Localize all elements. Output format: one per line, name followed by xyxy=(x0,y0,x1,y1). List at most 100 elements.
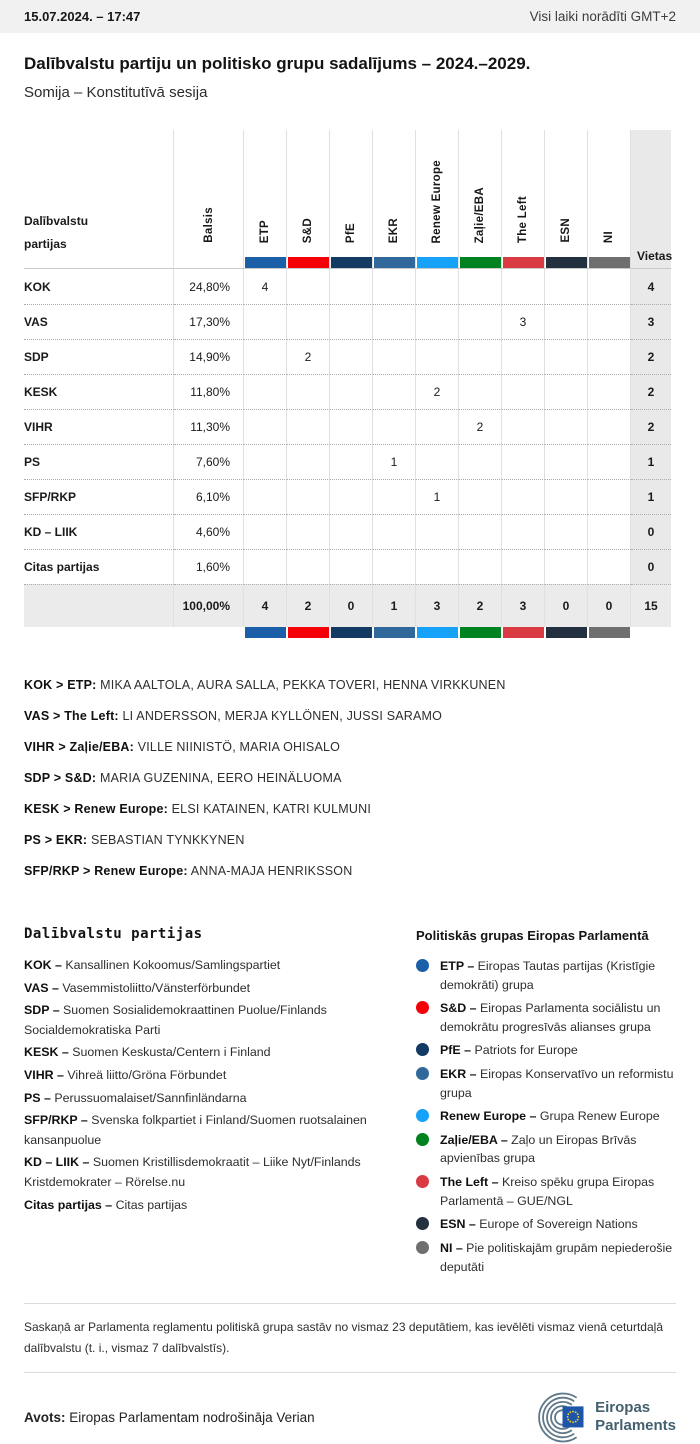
mep-line: VIHR > Zaļie/EBA: VILLE NIINISTÖ, MARIA … xyxy=(24,740,341,754)
seat-count: 1 xyxy=(416,479,459,514)
group-color-dot xyxy=(416,1175,429,1189)
column-header-balsis: Balsis xyxy=(174,130,244,269)
party-legend-heading: Dalībvalstu partijas xyxy=(24,926,203,942)
source-label: Avots: xyxy=(24,1409,66,1425)
seat-count xyxy=(330,409,373,444)
seat-count xyxy=(287,514,330,549)
row-total-seats: 4 xyxy=(631,269,671,304)
column-header-the-left: The Left xyxy=(502,130,545,269)
seat-count xyxy=(459,374,502,409)
seat-count: 3 xyxy=(502,304,545,339)
party-legend-item: KESK – Suomen Keskusta/Centern i Finland xyxy=(24,1045,271,1060)
votes-percent: 6,10% xyxy=(174,479,244,514)
seat-count xyxy=(416,304,459,339)
mep-line: KESK > Renew Europe: ELSI KATAINEN, KATR… xyxy=(24,802,372,816)
bottom-color-bar xyxy=(373,627,416,638)
party-name: SFP/RKP xyxy=(24,479,174,514)
column-header-etp: ETP xyxy=(244,130,287,269)
bottom-color-bar xyxy=(588,627,631,638)
group-color-bar xyxy=(589,627,630,638)
party-legend-item: SFP/RKP – Svenska folkpartiet i Finland/… xyxy=(24,1113,367,1147)
seat-count xyxy=(287,444,330,479)
seat-count xyxy=(459,304,502,339)
mep-line: VAS > The Left: LI ANDERSSON, MERJA KYLL… xyxy=(24,709,443,723)
footnote: Saskaņā ar Parlamenta reglamentu politis… xyxy=(24,1303,676,1373)
seat-count xyxy=(502,444,545,479)
group-color-dot xyxy=(416,1067,429,1081)
votes-percent: 14,90% xyxy=(174,339,244,374)
group-legend-item: NI – Pie politiskajām grupām nepiederoši… xyxy=(416,1239,675,1276)
seat-count xyxy=(459,269,502,304)
party-legend-item: KOK – Kansallinen Kokoomus/Samlingsparti… xyxy=(24,958,281,972)
source-row: Avots: Eiropas Parlamentam nodrošināja V… xyxy=(24,1391,676,1444)
seat-count xyxy=(330,269,373,304)
party-name: KOK xyxy=(24,269,174,304)
seat-count xyxy=(588,549,631,584)
seat-count xyxy=(244,339,287,374)
votes-percent: 4,60% xyxy=(174,514,244,549)
votes-percent: 24,80% xyxy=(174,269,244,304)
row-total-seats: 2 xyxy=(631,374,671,409)
seat-count xyxy=(330,479,373,514)
bottom-bar-spacer xyxy=(631,627,671,638)
seat-count xyxy=(588,339,631,374)
column-header-esn: ESN xyxy=(545,130,588,269)
seat-count: 1 xyxy=(373,444,416,479)
seat-count xyxy=(588,304,631,339)
seat-count xyxy=(244,409,287,444)
group-legend-heading: Politiskās grupas Eiropas Parlamentā xyxy=(416,928,649,943)
group-color-bar xyxy=(244,257,286,268)
seat-count xyxy=(330,339,373,374)
source-text: Avots: Eiropas Parlamentam nodrošināja V… xyxy=(24,1410,315,1425)
group-color-dot xyxy=(416,959,429,972)
seat-count xyxy=(588,514,631,549)
column-header-s-d: S&D xyxy=(287,130,330,269)
row-total-seats: 1 xyxy=(631,444,671,479)
seat-count xyxy=(287,549,330,584)
seat-count xyxy=(545,304,588,339)
votes-percent: 7,60% xyxy=(174,444,244,479)
ep-logo-line1: Eiropas xyxy=(595,1399,651,1417)
seat-count xyxy=(502,339,545,374)
row-total-seats: 2 xyxy=(631,339,671,374)
total-seat-count: 1 xyxy=(373,584,416,627)
group-color-dot xyxy=(416,1217,429,1231)
seat-count xyxy=(459,444,502,479)
group-legend-item: ESN – Europe of Sovereign Nations xyxy=(416,1215,675,1234)
group-legend-item: Zaļie/EBA – Zaļo un Eiropas Brīvās apvie… xyxy=(416,1131,675,1168)
seat-count xyxy=(502,269,545,304)
party-legend-item: PS – Perussuomalaiset/Sannfinländarna xyxy=(24,1090,247,1105)
group-legend-item: ETP – Eiropas Tautas partijas (Kristīgie… xyxy=(416,957,675,994)
group-legend-item: Renew Europe – Grupa Renew Europe xyxy=(416,1107,675,1126)
seat-count xyxy=(502,549,545,584)
row-total-seats: 3 xyxy=(631,304,671,339)
seat-count xyxy=(373,479,416,514)
group-legend-item: EKR – Eiropas Konservatīvo un reformistu… xyxy=(416,1065,675,1102)
column-header-renew-europe: Renew Europe xyxy=(416,130,459,269)
group-color-bar xyxy=(331,627,372,638)
total-seat-count: 2 xyxy=(459,584,502,627)
group-legend: Politiskās grupas Eiropas Parlamentā ETP… xyxy=(416,926,675,1281)
seat-count xyxy=(502,374,545,409)
bottom-color-bar xyxy=(545,627,588,638)
seat-count xyxy=(373,304,416,339)
seat-count xyxy=(244,549,287,584)
source-value: Eiropas Parlamentam nodrošināja Verian xyxy=(69,1409,315,1425)
seat-count xyxy=(330,304,373,339)
seat-count xyxy=(545,269,588,304)
seat-count: 2 xyxy=(287,339,330,374)
group-color-bar xyxy=(460,627,501,638)
seat-count: 2 xyxy=(416,374,459,409)
bottom-bar-spacer xyxy=(24,627,174,638)
seat-count xyxy=(287,409,330,444)
party-name: Citas partijas xyxy=(24,549,174,584)
seat-count xyxy=(373,374,416,409)
group-legend-item: The Left – Kreiso spēku grupa Eiropas Pa… xyxy=(416,1173,675,1210)
party-name: VIHR xyxy=(24,409,174,444)
seat-count xyxy=(459,514,502,549)
seat-count xyxy=(244,514,287,549)
party-name: KD – LIIK xyxy=(24,514,174,549)
seat-count xyxy=(416,269,459,304)
group-legend-items: ETP – Eiropas Tautas partijas (Kristīgie… xyxy=(416,957,675,1276)
total-row-label xyxy=(24,584,174,627)
